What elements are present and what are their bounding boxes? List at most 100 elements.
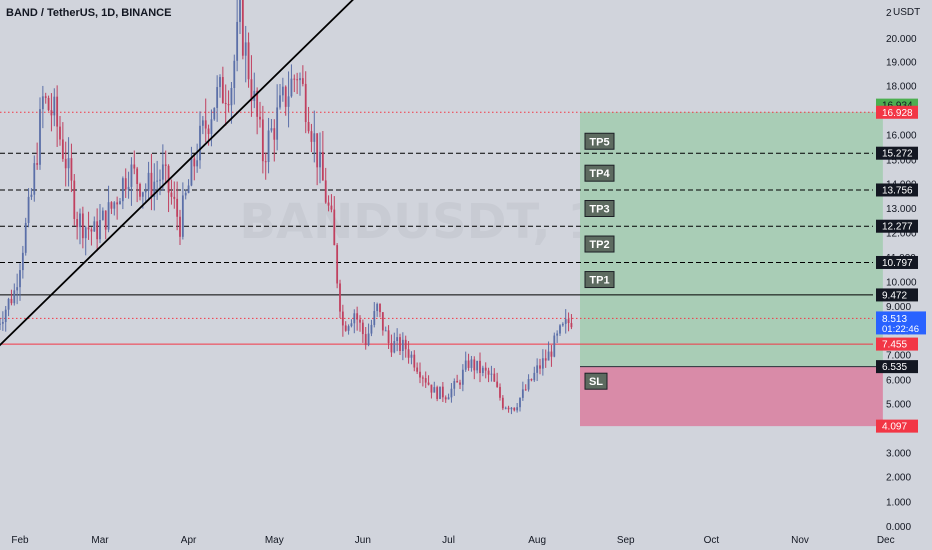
- candle: [513, 407, 516, 412]
- candle: [373, 302, 376, 328]
- candle: [221, 66, 224, 104]
- candle: [313, 110, 316, 163]
- candle: [350, 319, 353, 328]
- candle: [267, 117, 270, 174]
- candle: [24, 217, 27, 256]
- candles: [0, 0, 573, 415]
- candle: [121, 176, 124, 210]
- svg-text:SL: SL: [589, 376, 603, 388]
- y-tick: 0.000: [886, 522, 911, 533]
- candle: [553, 332, 556, 358]
- candle: [467, 353, 470, 371]
- candle: [41, 85, 44, 129]
- candle: [507, 405, 510, 413]
- candle: [10, 289, 13, 306]
- candle: [261, 105, 264, 174]
- candle: [390, 334, 393, 357]
- trendline[interactable]: [0, 0, 866, 348]
- candle: [99, 203, 101, 244]
- candle: [547, 341, 550, 361]
- candle: [136, 166, 139, 203]
- candle: [33, 155, 36, 202]
- candle: [376, 302, 379, 317]
- candle: [293, 74, 296, 93]
- candle: [4, 305, 7, 332]
- candle: [444, 395, 447, 403]
- candle: [7, 297, 10, 317]
- candle: [550, 344, 553, 367]
- candle: [361, 319, 364, 343]
- y-tick: 13.000: [886, 204, 917, 215]
- svg-text:16.928: 16.928: [882, 108, 913, 119]
- candle: [470, 355, 473, 372]
- candle: [219, 74, 221, 98]
- svg-text:7.455: 7.455: [882, 340, 907, 351]
- price-tag-15.272: 15.272: [876, 146, 918, 160]
- candle: [133, 150, 136, 175]
- candle: [244, 25, 247, 83]
- level-tag-tp2[interactable]: TP2: [584, 235, 615, 253]
- candle: [310, 123, 313, 153]
- candle: [281, 77, 284, 102]
- candle: [173, 181, 176, 209]
- candle: [0, 318, 1, 331]
- level-tag-tp1[interactable]: TP1: [584, 271, 615, 289]
- candle: [287, 71, 290, 128]
- candle: [541, 349, 544, 376]
- candle: [73, 174, 76, 226]
- svg-text:4.097: 4.097: [882, 422, 907, 433]
- svg-text:6.535: 6.535: [882, 362, 907, 373]
- svg-text:01:22:46: 01:22:46: [882, 324, 919, 335]
- candle: [447, 393, 450, 400]
- candle: [347, 324, 350, 335]
- candle: [539, 358, 541, 375]
- candle: [47, 95, 50, 112]
- candle: [501, 395, 504, 411]
- candle: [499, 383, 501, 401]
- candle: [96, 208, 99, 252]
- candle: [56, 85, 59, 147]
- candle: [21, 245, 24, 279]
- candle: [321, 131, 324, 181]
- trendline-layer: [0, 0, 866, 348]
- loss-zone[interactable]: [580, 366, 883, 427]
- price-tag-9.472: 9.472: [876, 288, 918, 302]
- level-tag-sl[interactable]: SL: [584, 372, 608, 390]
- candle: [176, 181, 179, 231]
- candle: [379, 303, 381, 318]
- profit-zone[interactable]: [580, 112, 883, 367]
- candle: [324, 167, 327, 204]
- candle: [521, 381, 524, 401]
- price-tag-7.455: 7.455: [876, 337, 918, 351]
- candle: [561, 322, 564, 327]
- candle: [59, 116, 61, 146]
- candle: [1, 311, 4, 331]
- level-tag-tp4[interactable]: TP4: [584, 164, 615, 182]
- candle: [544, 349, 547, 368]
- level-tag-tp5[interactable]: TP5: [584, 132, 615, 150]
- candle: [339, 279, 341, 319]
- candle: [79, 208, 81, 245]
- candle: [436, 385, 439, 402]
- svg-text:12.277: 12.277: [882, 222, 913, 233]
- candle: [119, 197, 121, 205]
- candle: [299, 72, 301, 96]
- level-tag-tp3[interactable]: TP3: [584, 200, 615, 217]
- candle: [359, 315, 361, 332]
- candle: [284, 85, 287, 116]
- x-tick-mar: Mar: [91, 535, 109, 546]
- candle: [419, 362, 421, 384]
- candle: [479, 352, 481, 383]
- candle: [230, 81, 233, 124]
- candle: [116, 196, 119, 220]
- svg-text:TP5: TP5: [589, 136, 609, 148]
- candle: [570, 314, 573, 330]
- candle: [416, 362, 419, 375]
- candle: [76, 211, 79, 240]
- candle: [430, 384, 433, 399]
- candle: [241, 0, 244, 60]
- candle: [27, 188, 30, 228]
- candle: [139, 182, 141, 201]
